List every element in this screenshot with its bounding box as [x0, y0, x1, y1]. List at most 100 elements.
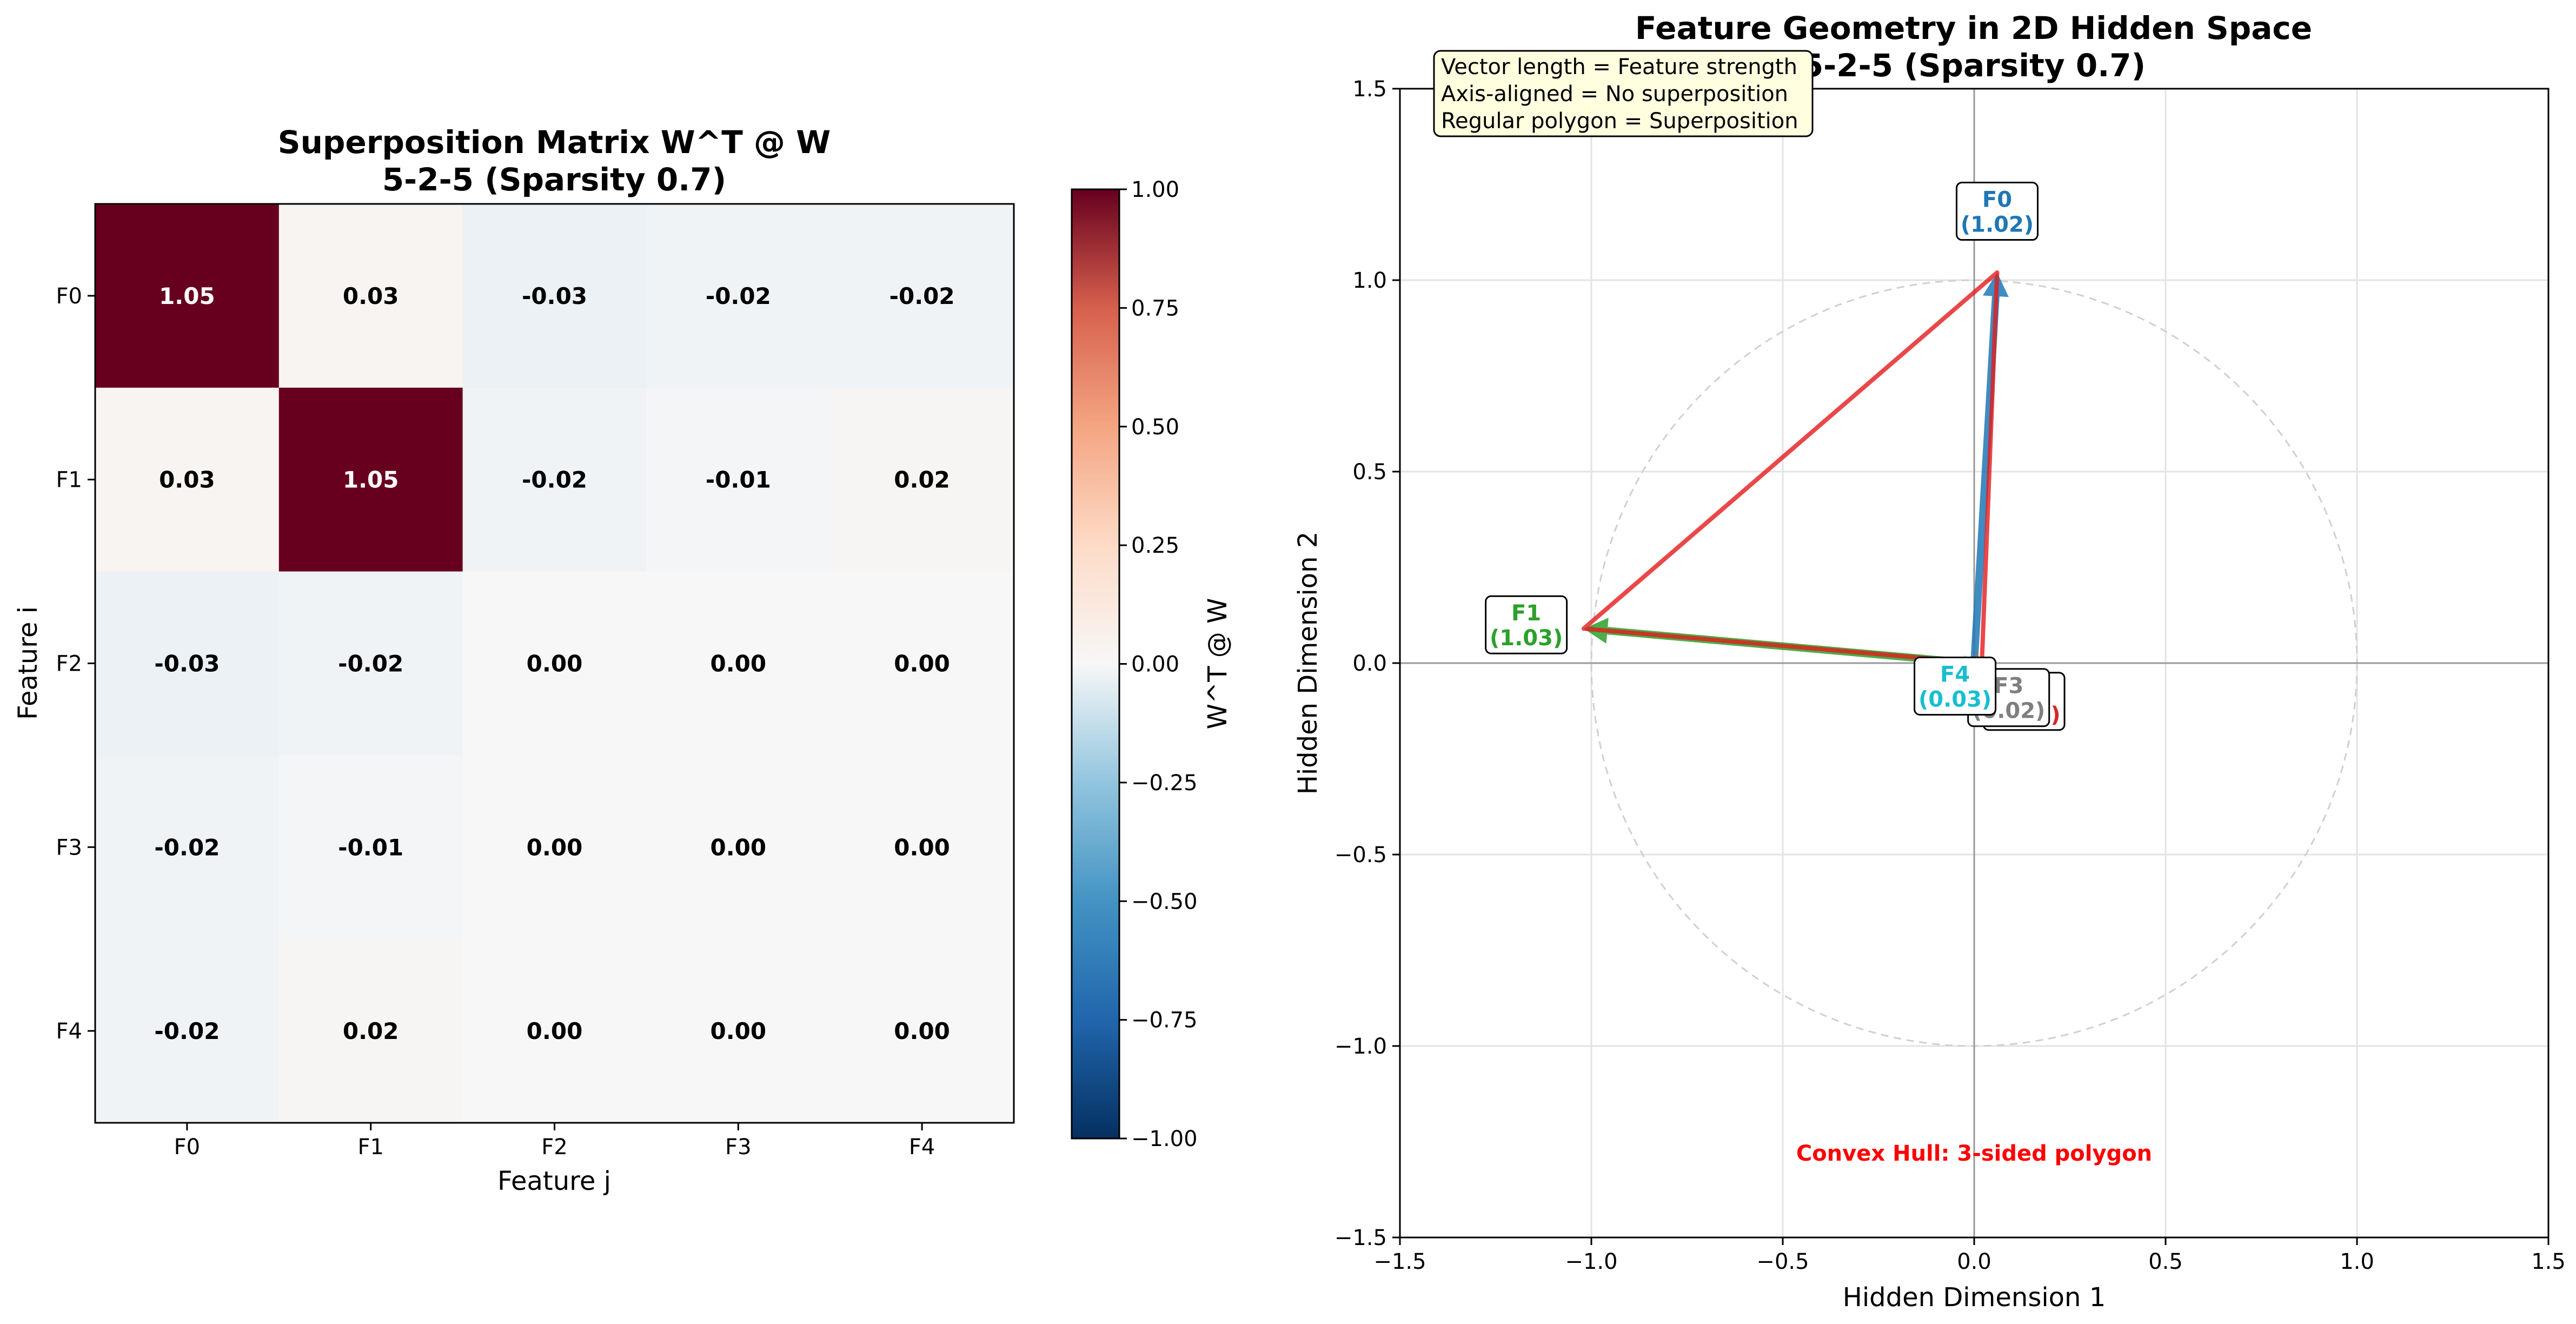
- geometry-y-tick-label: −0.5: [1335, 843, 1387, 868]
- geometry-x-tick-label: 0.5: [2148, 1249, 2183, 1274]
- vector-label-text: F0: [1982, 188, 2012, 213]
- geometry-y-tick-label: −1.0: [1335, 1034, 1387, 1059]
- vector-label-text: F3: [1994, 674, 2023, 699]
- heatmap-value-label-2-3: 0.00: [710, 651, 766, 677]
- heatmap-cell-1-2: [462, 387, 647, 572]
- colorbar-tick-label: −0.75: [1131, 1008, 1198, 1033]
- heatmap-y-tick-label: F3: [56, 835, 82, 860]
- heatmap-value-label-2-0: -0.03: [154, 651, 220, 677]
- heatmap-value-label-3-0: -0.02: [154, 834, 220, 860]
- heatmap-value-label-4-1: 0.02: [343, 1018, 399, 1044]
- vector-labels: F2(0.02)F3(0.02)F1(1.03)F0(1.02)F4(0.03): [1485, 182, 2066, 731]
- geometry-x-tick-label: 1.0: [2340, 1249, 2374, 1274]
- heatmap-y-tick-label: F1: [56, 468, 82, 493]
- heatmap-value-label-3-4: 0.00: [894, 834, 950, 860]
- heatmap-value-label-4-3: 0.00: [710, 1018, 766, 1044]
- heatmap-value-label-1-2: -0.02: [522, 467, 587, 493]
- heatmap-value-label-4-0: -0.02: [154, 1018, 220, 1044]
- vector-label-text: (1.02): [1961, 213, 2034, 237]
- heatmap-x-tick-label: F4: [909, 1135, 935, 1160]
- heatmap-title: Superposition Matrix W^T @ W: [278, 124, 831, 161]
- vector-label-box: [1485, 595, 1568, 654]
- heatmap-value-label-3-2: 0.00: [527, 834, 583, 860]
- heatmap-value-label-2-1: -0.02: [338, 651, 403, 677]
- heatmap-subtitle: 5-2-5 (Sparsity 0.7): [382, 161, 726, 198]
- heatmap-cell-3-4: [830, 755, 1014, 939]
- heatmap-cells: 1.05 0.03 -0.03 -0.02 -0.02 0.03 1.05 -0.02 -0.0…: [95, 204, 1014, 1123]
- heatmap-cell-1-1: [278, 387, 463, 572]
- heatmap-value-label-1-4: 0.02: [894, 467, 950, 493]
- vector-label-f1: F1(1.03): [1485, 595, 1568, 654]
- heatmap-cell-4-0: [95, 939, 280, 1123]
- heatmap-value-label-0-2: -0.03: [522, 283, 587, 309]
- heatmap-value-label-0-1: 0.03: [343, 283, 399, 309]
- colorbar-gradient: [1071, 188, 1120, 1140]
- convex-hull: [1581, 270, 2000, 665]
- heatmap-value-label-2-2: 0.00: [527, 651, 583, 677]
- heatmap-x-ticks: F0 F1 F2 F3 F4: [174, 1123, 935, 1160]
- geometry-x-tick-label: 1.5: [2531, 1249, 2566, 1274]
- heatmap-x-axis-label: Feature j: [497, 1166, 611, 1196]
- heatmap-cell-4-4: [830, 939, 1014, 1123]
- heatmap-cell-2-0: [95, 571, 280, 756]
- heatmap-value-label-1-3: -0.01: [706, 467, 771, 493]
- heatmap-y-axis-label: Feature i: [13, 606, 43, 720]
- geometry-y-ticks: −1.5 −1.0 −0.5 0.0 0.5 1.0 1.5: [1335, 77, 1400, 1250]
- heatmap-cell-2-2: [462, 571, 647, 756]
- heatmap-value-label-0-3: -0.02: [706, 283, 771, 309]
- info-box-line-3: Regular polygon = Superposition: [1441, 109, 1798, 134]
- heatmap-value-label-3-1: -0.01: [338, 834, 403, 860]
- heatmap-cell-4-2: [462, 939, 647, 1123]
- heatmap-cell-0-3: [646, 204, 831, 388]
- heatmap-value-label-3-3: 0.00: [710, 834, 766, 860]
- heatmap-cell-4-1: [278, 939, 463, 1123]
- colorbar-tick-label: 0.75: [1131, 296, 1179, 321]
- heatmap-value-label-2-4: 0.00: [894, 651, 950, 677]
- vector-label-text: (1.03): [1490, 626, 1563, 651]
- colorbar-tick-label: −1.00: [1131, 1127, 1198, 1151]
- vector-label-text: F1: [1511, 601, 1541, 626]
- geometry-x-tick-label: 0.0: [1957, 1249, 1991, 1274]
- heatmap-y-tick-label: F2: [56, 652, 82, 677]
- heatmap-y-tick-label: F4: [56, 1019, 82, 1044]
- heatmap-cell-3-3: [646, 755, 831, 939]
- geometry-y-tick-label: 1.0: [1352, 268, 1387, 293]
- heatmap-cell-2-1: [278, 571, 463, 756]
- heatmap-cell-1-3: [646, 387, 831, 572]
- geometry-x-tick-label: −1.0: [1565, 1249, 1617, 1274]
- geometry-title: Feature Geometry in 2D Hidden Space: [1635, 10, 2312, 47]
- geometry-x-axis-label: Hidden Dimension 1: [1843, 1282, 2106, 1313]
- heatmap-value-label-0-0: 1.05: [159, 283, 215, 309]
- heatmap-cell-3-2: [462, 755, 647, 939]
- geometry-y-axis-label: Hidden Dimension 2: [1293, 532, 1323, 795]
- geometry-y-tick-label: −1.5: [1335, 1226, 1387, 1250]
- heatmap-cell-4-3: [646, 939, 831, 1123]
- convex-hull-annotation: Convex Hull: 3-sided polygon: [1796, 1141, 2152, 1166]
- heatmap-cell-1-0: [95, 387, 280, 572]
- colorbar-label: W^T @ W: [1203, 598, 1233, 730]
- heatmap-value-label-4-2: 0.00: [527, 1018, 583, 1044]
- heatmap-cell-2-3: [646, 571, 831, 756]
- colorbar-tick-label: 0.25: [1131, 533, 1179, 558]
- heatmap-x-tick-label: F3: [725, 1135, 751, 1160]
- colorbar-ticks: 1.00 0.75 0.50 0.25 0.00 −0.25 −0.50 −0.75 −1.00: [1119, 177, 1198, 1151]
- heatmap-cell-0-2: [462, 204, 647, 388]
- geometry-panel: Feature Geometry in 2D Hidden Space 5-2-…: [1293, 10, 2566, 1313]
- heatmap-value-label-0-4: -0.02: [889, 283, 955, 309]
- heatmap-cell-3-1: [278, 755, 463, 939]
- heatmap-cell-0-0: [95, 204, 280, 388]
- vector-label-text: F4: [1940, 662, 1970, 687]
- colorbar-tick-label: −0.25: [1131, 771, 1198, 796]
- geometry-x-tick-label: −1.5: [1373, 1249, 1426, 1274]
- info-box: Vector length = Feature strength Axis-al…: [1433, 50, 1814, 137]
- heatmap-value-label-1-1: 1.05: [343, 467, 399, 493]
- heatmap-y-tick-label: F0: [56, 284, 82, 309]
- heatmap-x-tick-label: F1: [357, 1135, 383, 1160]
- geometry-y-tick-label: 0.5: [1352, 460, 1387, 485]
- colorbar-tick-label: −0.50: [1131, 889, 1198, 914]
- heatmap-cell-1-4: [830, 387, 1014, 572]
- vector-label-f0: F0(1.02): [1955, 182, 2039, 241]
- heatmap-value-label-4-4: 0.00: [894, 1018, 950, 1044]
- heatmap-cell-3-0: [95, 755, 280, 939]
